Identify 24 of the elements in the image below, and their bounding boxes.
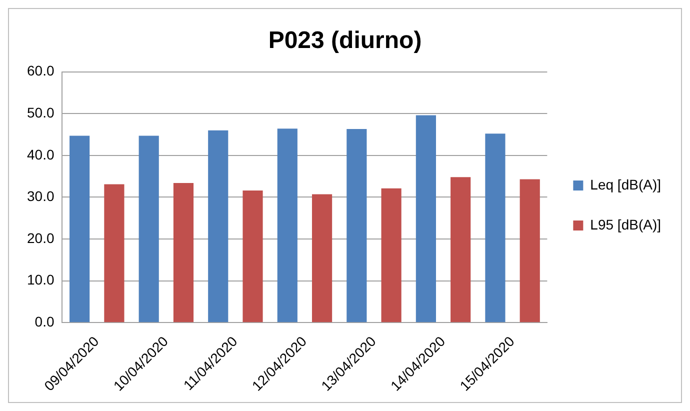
bar <box>312 194 332 322</box>
bar <box>242 190 263 322</box>
legend-label: L95 [dB(A)] <box>590 216 662 232</box>
bar <box>416 115 436 322</box>
bar <box>346 129 367 322</box>
bar <box>520 179 540 322</box>
y-tick-label: 30.0 <box>27 188 54 204</box>
y-tick-label: 50.0 <box>27 104 54 120</box>
bar <box>485 134 506 322</box>
legend-label: Leq [dB(A)] <box>590 176 662 192</box>
bar <box>70 136 90 322</box>
chart-title: P023 (diurno) <box>268 27 422 54</box>
bar <box>173 182 194 322</box>
y-tick-label: 0.0 <box>34 313 54 330</box>
y-tick-label: 60.0 <box>27 62 54 79</box>
bar <box>450 177 471 322</box>
bar <box>208 130 228 322</box>
y-tick-label: 40.0 <box>27 146 54 162</box>
bar <box>104 184 124 322</box>
y-tick-label: 20.0 <box>27 230 54 246</box>
bar <box>277 128 298 322</box>
bar <box>381 188 402 322</box>
y-tick-label: 10.0 <box>27 272 54 288</box>
bar <box>138 136 159 322</box>
